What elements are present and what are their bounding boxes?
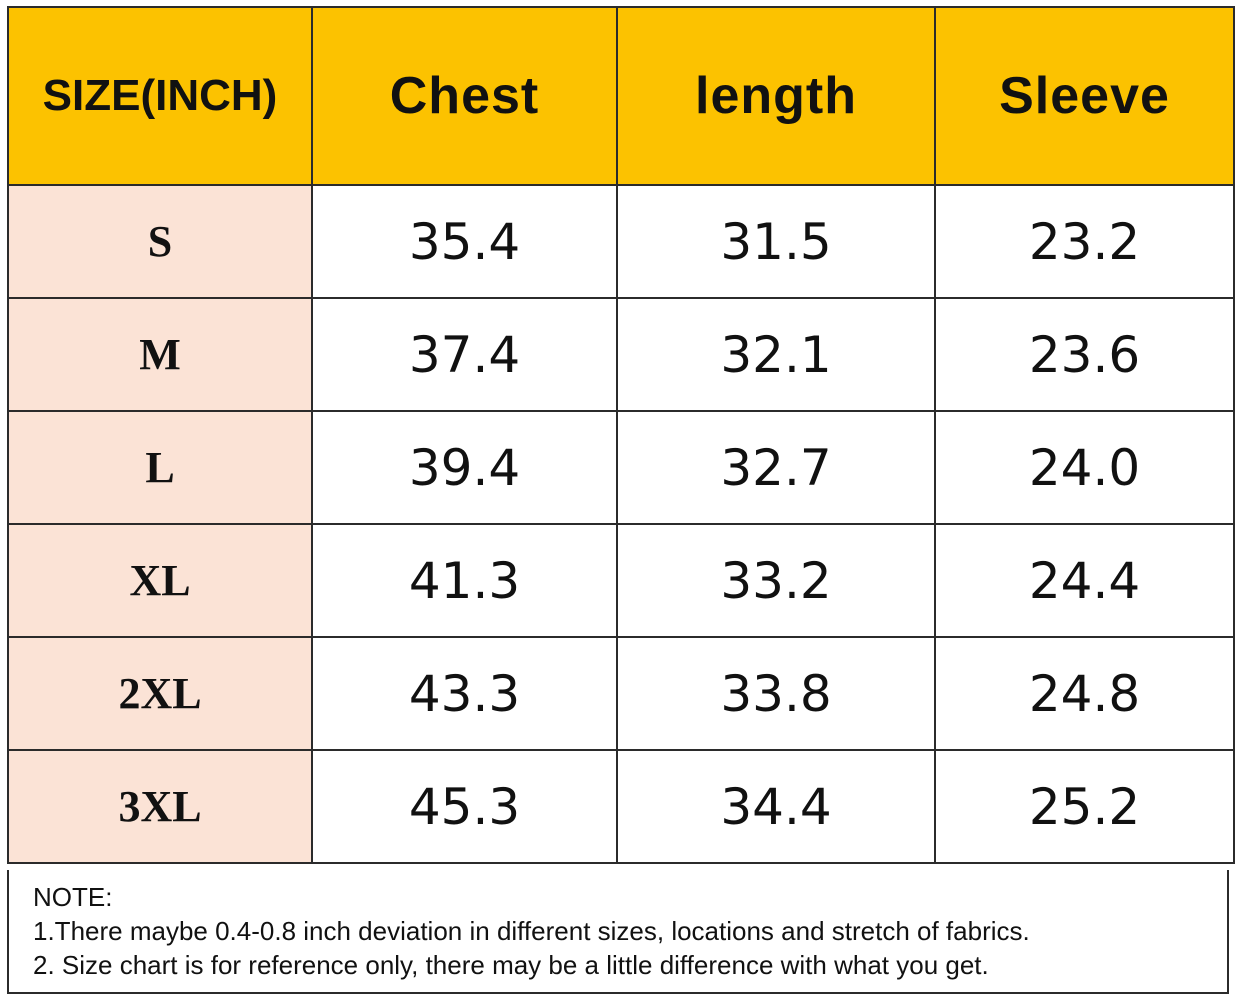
header-sleeve: Sleeve xyxy=(934,6,1235,186)
table-row: XL 41.3 33.2 24.4 xyxy=(7,523,1235,638)
table-row: M 37.4 32.1 23.6 xyxy=(7,297,1235,412)
sleeve-cell: 24.8 xyxy=(934,636,1235,751)
size-chart: SIZE(INCH) Chest length Sleeve S 35.4 31… xyxy=(7,6,1235,996)
chest-cell: 41.3 xyxy=(311,523,618,638)
chest-cell: 37.4 xyxy=(311,297,618,412)
size-cell: 2XL xyxy=(7,636,313,751)
table-row: S 35.4 31.5 23.2 xyxy=(7,184,1235,299)
length-cell: 33.8 xyxy=(616,636,936,751)
sleeve-cell: 24.0 xyxy=(934,410,1235,525)
note-line-1: 1.There maybe 0.4-0.8 inch deviation in … xyxy=(33,916,1030,946)
size-table: SIZE(INCH) Chest length Sleeve S 35.4 31… xyxy=(7,6,1235,864)
length-cell: 32.7 xyxy=(616,410,936,525)
note-title: NOTE: xyxy=(33,882,113,912)
chest-cell: 45.3 xyxy=(311,749,618,864)
sleeve-cell: 25.2 xyxy=(934,749,1235,864)
note-box: NOTE: 1.There maybe 0.4-0.8 inch deviati… xyxy=(7,870,1229,994)
length-cell: 34.4 xyxy=(616,749,936,864)
length-cell: 31.5 xyxy=(616,184,936,299)
header-chest: Chest xyxy=(311,6,618,186)
header-length: length xyxy=(616,6,936,186)
header-size: SIZE(INCH) xyxy=(7,6,313,186)
table-row: L 39.4 32.7 24.0 xyxy=(7,410,1235,525)
size-cell: S xyxy=(7,184,313,299)
size-cell: XL xyxy=(7,523,313,638)
chest-cell: 35.4 xyxy=(311,184,618,299)
table-row: 2XL 43.3 33.8 24.8 xyxy=(7,636,1235,751)
sleeve-cell: 23.2 xyxy=(934,184,1235,299)
table-row: 3XL 45.3 34.4 25.2 xyxy=(7,749,1235,864)
sleeve-cell: 23.6 xyxy=(934,297,1235,412)
size-cell: M xyxy=(7,297,313,412)
note-line-2: 2. Size chart is for reference only, the… xyxy=(33,950,989,980)
length-cell: 32.1 xyxy=(616,297,936,412)
chest-cell: 43.3 xyxy=(311,636,618,751)
size-cell: 3XL xyxy=(7,749,313,864)
sleeve-cell: 24.4 xyxy=(934,523,1235,638)
header-row: SIZE(INCH) Chest length Sleeve xyxy=(7,6,1235,186)
length-cell: 33.2 xyxy=(616,523,936,638)
size-cell: L xyxy=(7,410,313,525)
chest-cell: 39.4 xyxy=(311,410,618,525)
